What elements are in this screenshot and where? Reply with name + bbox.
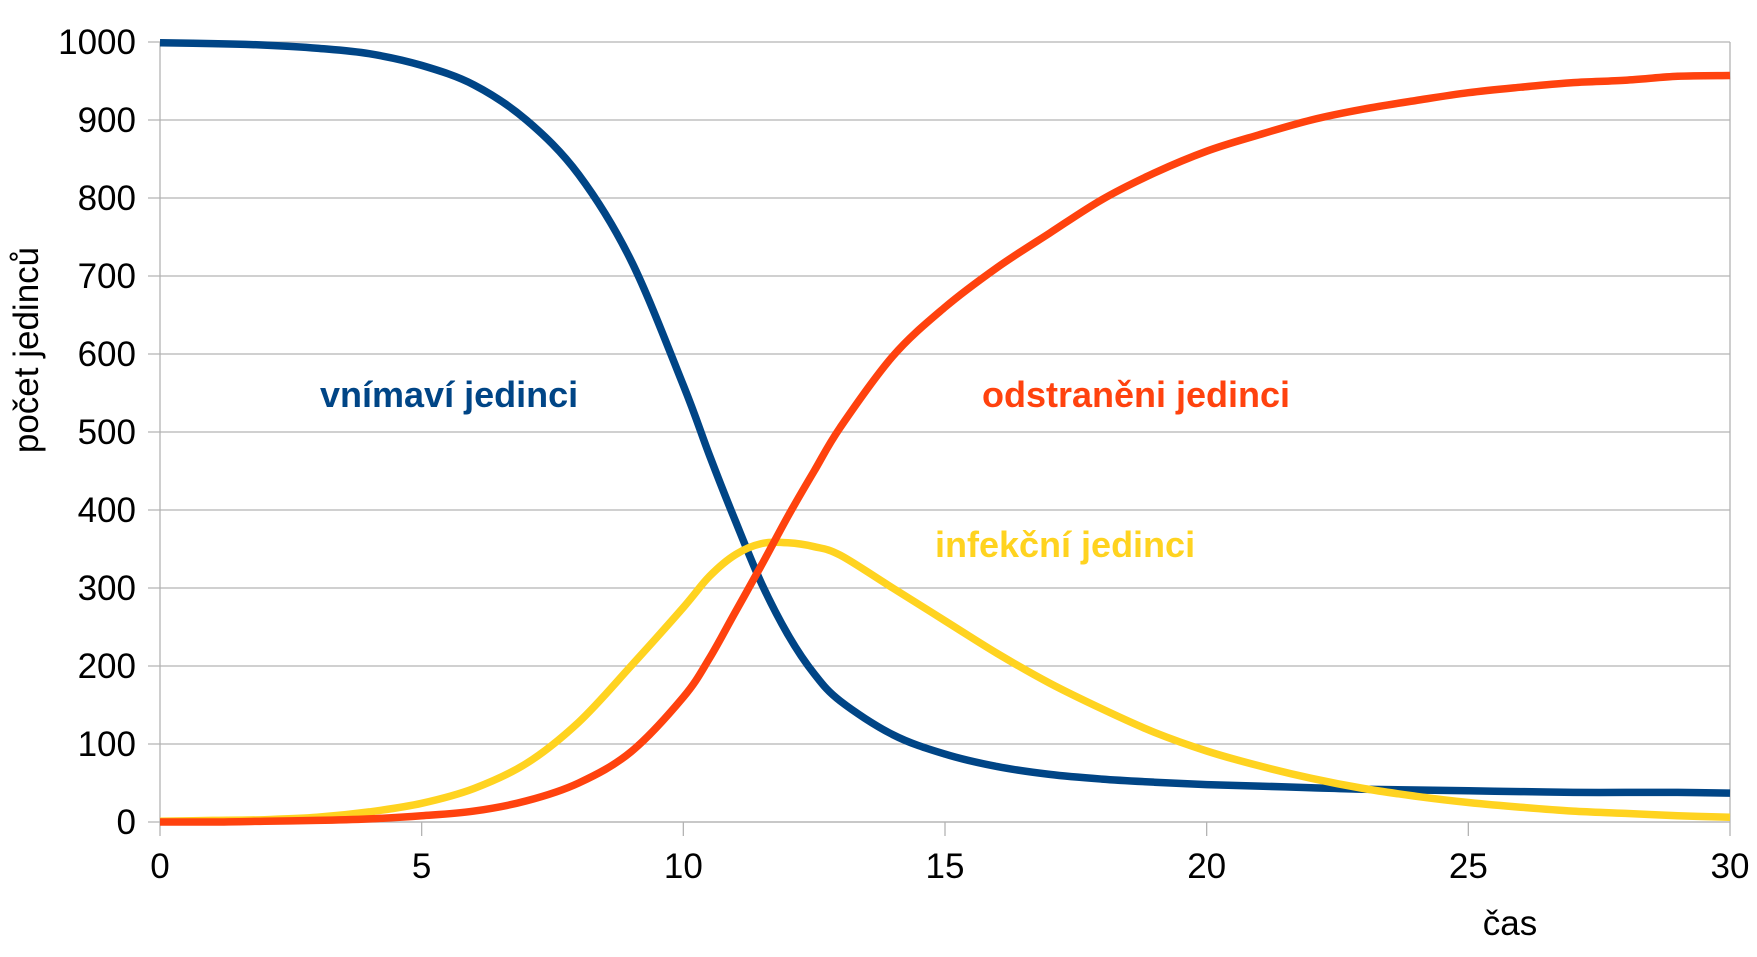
- y-tick-label-800: 800: [78, 179, 136, 218]
- x-tick-label-15: 15: [926, 847, 965, 886]
- series-labels: vnímaví jedinci infekční jedinci odstraněn…: [320, 374, 1290, 565]
- y-tick-label-900: 900: [78, 101, 136, 140]
- series-label-removed: odstraněni jedinci: [982, 374, 1290, 415]
- x-tick-label-20: 20: [1187, 847, 1226, 886]
- series-line-infectious: [159, 538, 1731, 825]
- x-tick-label-10: 10: [664, 847, 703, 886]
- y-tick-label-500: 500: [78, 413, 136, 452]
- series-lines: [159, 39, 1731, 826]
- y-tick-label-700: 700: [78, 257, 136, 296]
- y-tick-label-400: 400: [78, 491, 136, 530]
- y-tick-label-1000: 1000: [58, 23, 136, 62]
- x-axis-label: čas: [1483, 904, 1537, 943]
- axes: 0 100 200 300 400 500 600 700 800 900 1000 0 5 10 15 20…: [58, 23, 1749, 886]
- y-axis-label: počet jedinců: [7, 247, 46, 453]
- x-tick-label-30: 30: [1711, 847, 1750, 886]
- y-tick-label-0: 0: [117, 803, 136, 842]
- x-tick-label-25: 25: [1449, 847, 1488, 886]
- series-line-removed: [159, 71, 1731, 826]
- y-tick-label-100: 100: [78, 725, 136, 764]
- series-label-susceptible: vnímaví jedinci: [320, 374, 578, 415]
- series-line-susceptible: [159, 39, 1731, 797]
- series-label-infectious: infekční jedinci: [935, 524, 1195, 565]
- grid: [148, 41, 1730, 823]
- x-tick-label-0: 0: [150, 847, 169, 886]
- y-tick-label-200: 200: [78, 647, 136, 686]
- y-tick-label-300: 300: [78, 569, 136, 608]
- x-tick-label-5: 5: [412, 847, 431, 886]
- y-tick-label-600: 600: [78, 335, 136, 374]
